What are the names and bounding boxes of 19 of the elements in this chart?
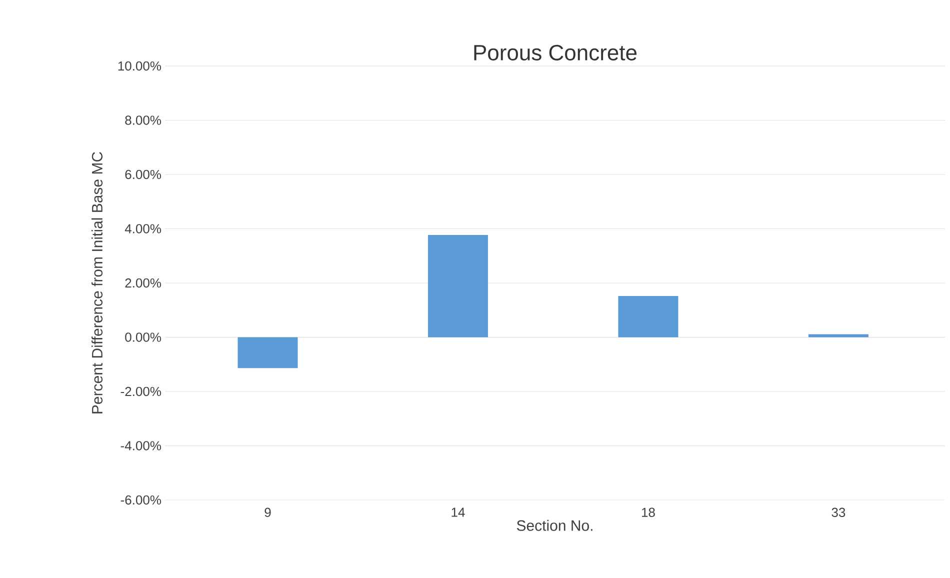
y-tick-label: 2.00%: [125, 278, 162, 288]
y-axis-title: Percent Difference from Initial Base MC: [92, 152, 103, 414]
y-tick-label: 6.00%: [125, 170, 162, 180]
chart-title: Porous Concrete: [474, 44, 637, 60]
y-tick-label: -4.00%: [120, 441, 162, 450]
y-tick-label: 10.00%: [118, 61, 162, 71]
y-tick-label: 4.00%: [124, 224, 162, 234]
x-tick-label: 18: [642, 508, 655, 517]
x-axis-title: Section No.: [516, 520, 592, 531]
x-tick-label: 9: [264, 508, 271, 517]
x-tick-label: 14: [452, 508, 465, 517]
bar: [238, 337, 298, 368]
bar: [618, 296, 678, 338]
y-tick-label: -6.00%: [120, 495, 162, 505]
y-tick-label: -2.00%: [120, 386, 162, 396]
y-tick-label: 8.00%: [125, 116, 162, 125]
bar: [428, 234, 488, 338]
y-tick-label: 0.00%: [125, 332, 162, 342]
x-tick-label: 33: [832, 508, 846, 517]
